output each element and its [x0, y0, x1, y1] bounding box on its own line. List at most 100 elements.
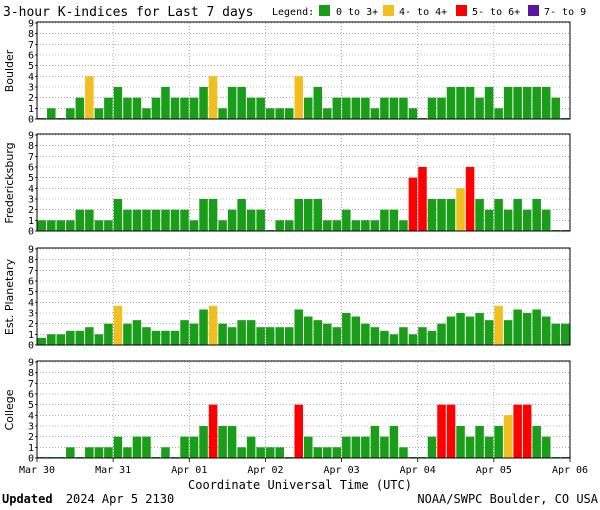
k-bar [256, 447, 265, 458]
panel-ylabel: College [3, 389, 16, 430]
k-bar [323, 220, 332, 231]
k-bar [475, 97, 484, 119]
k-bar [246, 209, 256, 231]
k-bar [522, 313, 532, 345]
k-bar [494, 108, 503, 119]
k-bar [237, 320, 246, 345]
k-bar [475, 313, 484, 345]
k-bar [66, 330, 75, 345]
k-bar [275, 220, 284, 231]
k-bar [361, 97, 370, 119]
k-bar [199, 426, 208, 458]
k-bar [361, 323, 370, 345]
panel-frame [36, 360, 571, 459]
k-bar [218, 323, 227, 345]
k-bar [351, 316, 361, 345]
y-tick-label: 8 [28, 29, 34, 40]
k-bar [465, 436, 475, 458]
y-tick-label: 5 [28, 400, 34, 411]
k-bar [437, 199, 446, 231]
k-bar [189, 323, 199, 345]
k-bar [541, 209, 551, 231]
legend: Legend: 0 to 3+ 4- to 4+ 5- to 6+ 7- to … [272, 5, 586, 18]
footer-source: NOAA/SWPC Boulder, CO USA [417, 492, 598, 506]
y-tick-label: 0 [28, 115, 34, 126]
k-bar [180, 436, 189, 458]
k-bar [47, 334, 56, 345]
y-tick-label: 2 [28, 205, 34, 216]
y-tick-label: 1 [28, 330, 34, 341]
k-bar [265, 108, 275, 119]
k-bar [218, 426, 227, 458]
k-bar [227, 87, 237, 119]
x-tick-label: Apr 06 [552, 465, 588, 476]
x-tick-label: Mar 31 [95, 465, 131, 476]
k-bar [475, 426, 484, 458]
k-bar [418, 167, 427, 231]
k-bar [237, 447, 246, 458]
k-bar [227, 426, 237, 458]
y-tick-label: 4 [28, 184, 34, 195]
updated-value: 2024 Apr 5 2130 [66, 492, 174, 506]
k-bar [522, 209, 532, 231]
k-bar [399, 327, 408, 345]
k-bar [275, 447, 284, 458]
k-bar [513, 199, 522, 231]
footer-updated: Updated 2024 Apr 5 2130 [2, 492, 174, 506]
y-tick-label: 8 [28, 368, 34, 379]
k-bar [427, 199, 437, 231]
k-bar [313, 87, 323, 119]
y-tick-label: 6 [28, 277, 34, 288]
k-bar [351, 97, 361, 119]
panels: 0123456789Boulder0123456789Fredericksbur… [3, 19, 571, 465]
k-bar [151, 97, 161, 119]
k-bar [294, 309, 303, 345]
k-bar [503, 87, 513, 119]
k-bar [380, 330, 389, 345]
k-bar [389, 426, 399, 458]
k-bar [199, 87, 208, 119]
y-tick-label: 2 [28, 93, 34, 104]
k-bar [332, 327, 342, 345]
k-bar [361, 436, 370, 458]
k-bar [85, 76, 94, 119]
k-bar [275, 327, 284, 345]
y-tick-label: 5 [28, 61, 34, 72]
y-tick-label: 0 [28, 227, 34, 238]
k-bar [66, 447, 75, 458]
k-bar [484, 320, 494, 345]
k-bar [361, 220, 370, 231]
y-tick-label: 0 [28, 341, 34, 352]
y-tick-label: 4 [28, 411, 34, 422]
y-tick-label: 2 [28, 432, 34, 443]
k-bar [418, 327, 427, 345]
k-bar [503, 209, 513, 231]
k-bar [66, 108, 75, 119]
k-bar [389, 97, 399, 119]
y-tick-label: 1 [28, 443, 34, 454]
k-bar [94, 334, 104, 345]
y-tick-label: 0 [28, 454, 34, 465]
k-bar [437, 323, 446, 345]
k-bar [437, 404, 446, 458]
k-bar [256, 209, 265, 231]
k-bar [304, 97, 313, 119]
k-bar [123, 323, 132, 345]
k-bar [113, 305, 123, 345]
panel-frame [36, 133, 571, 232]
k-bar [170, 97, 180, 119]
legend-swatch-3 [528, 5, 539, 16]
k-bar [161, 330, 170, 345]
k-bar [56, 220, 66, 231]
x-tick-label: Apr 03 [324, 465, 360, 476]
legend-item-3: 7- to 9 [544, 7, 586, 18]
k-bar [246, 320, 256, 345]
k-bar [170, 330, 180, 345]
k-bar [342, 97, 351, 119]
k-bar [151, 330, 161, 345]
y-tick-label: 6 [28, 51, 34, 62]
k-bar [246, 436, 256, 458]
k-bar [142, 108, 151, 119]
